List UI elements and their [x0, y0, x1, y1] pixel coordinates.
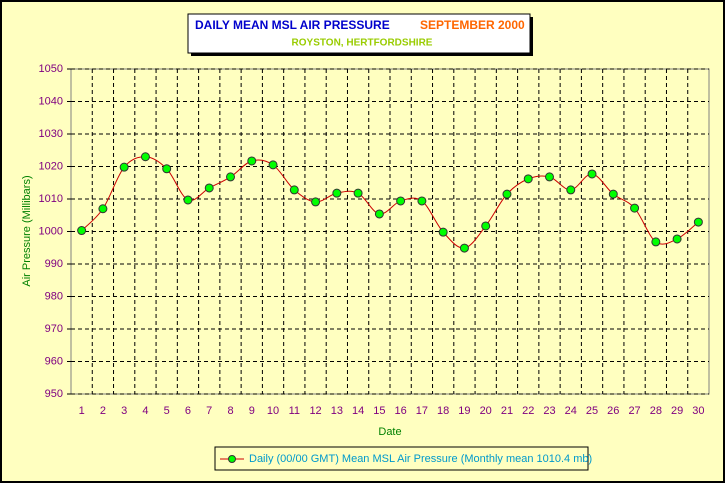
- data-point: [630, 203, 640, 213]
- data-point: [651, 237, 661, 247]
- y-tick-label: 960: [45, 355, 63, 367]
- data-point: [459, 243, 469, 253]
- data-point: [502, 189, 512, 199]
- data-point: [693, 217, 703, 227]
- data-point: [566, 185, 576, 195]
- x-tick-label: 20: [480, 405, 492, 417]
- x-tick-label: 27: [628, 405, 640, 417]
- x-tick-label: 25: [586, 405, 598, 417]
- x-tick-label: 19: [458, 405, 470, 417]
- data-point: [77, 226, 87, 236]
- x-tick-label: 2: [100, 405, 106, 417]
- y-axis-title: Air Pressure (Millibars): [21, 175, 33, 286]
- x-tick-label: 16: [395, 405, 407, 417]
- x-tick-label: 9: [249, 405, 255, 417]
- chart-subtitle: ROYSTON, HERTFORDSHIRE: [292, 38, 433, 49]
- data-point: [417, 196, 427, 206]
- data-point: [374, 209, 384, 219]
- data-point: [98, 204, 108, 214]
- y-tick-label: 950: [45, 388, 63, 400]
- y-tick-label: 1050: [39, 63, 63, 75]
- x-tick-label: 18: [437, 405, 449, 417]
- x-tick-label: 17: [416, 405, 428, 417]
- data-point: [268, 160, 278, 170]
- data-point: [396, 196, 406, 206]
- data-point: [226, 172, 235, 182]
- x-tick-label: 7: [206, 405, 212, 417]
- data-point: [672, 234, 682, 244]
- legend-box: [214, 446, 589, 471]
- x-axis-title: Date: [378, 426, 401, 438]
- data-point: [289, 185, 299, 195]
- data-point: [545, 172, 554, 182]
- x-tick-label: 30: [692, 405, 704, 417]
- data-point: [119, 162, 129, 172]
- data-point: [311, 197, 321, 207]
- data-point: [140, 152, 150, 162]
- x-tick-label: 6: [185, 405, 191, 417]
- data-point: [481, 221, 491, 231]
- data-point: [204, 183, 214, 193]
- y-tick-label: 1020: [39, 160, 63, 172]
- x-tick-label: 1: [79, 405, 85, 417]
- x-tick-label: 11: [289, 405, 300, 417]
- data-point: [438, 227, 448, 237]
- y-tick-label: 1010: [39, 193, 63, 205]
- y-tick-label: 980: [45, 290, 63, 302]
- y-tick-label: 1030: [39, 128, 63, 140]
- x-tick-label: 28: [650, 405, 662, 417]
- x-tick-label: 21: [501, 405, 513, 417]
- y-tick-label: 1040: [39, 95, 63, 107]
- y-tick-label: 970: [45, 323, 63, 335]
- x-tick-label: 8: [227, 405, 233, 417]
- data-point: [162, 164, 172, 174]
- legend-marker: [228, 455, 236, 463]
- x-tick-label: 5: [164, 405, 170, 417]
- x-tick-label: 26: [607, 405, 619, 417]
- x-tick-label: 29: [671, 405, 683, 417]
- title-box: [187, 13, 531, 54]
- x-tick-label: 15: [373, 405, 385, 417]
- data-point: [523, 174, 533, 184]
- data-point: [353, 188, 363, 198]
- x-tick-label: 23: [543, 405, 555, 417]
- x-tick-label: 13: [331, 405, 343, 417]
- data-point: [183, 195, 193, 205]
- chart-title: DAILY MEAN MSL AIR PRESSURE: [195, 18, 390, 32]
- chart-title-date: SEPTEMBER 2000: [420, 18, 525, 32]
- data-point: [332, 188, 342, 198]
- y-tick-label: 990: [45, 258, 63, 270]
- data-point: [608, 189, 618, 199]
- data-point: [587, 169, 597, 179]
- x-tick-label: 4: [142, 405, 148, 417]
- legend-label: Daily (00/00 GMT) Mean MSL Air Pressure …: [249, 453, 592, 465]
- x-tick-label: 22: [522, 405, 534, 417]
- x-tick-label: 10: [267, 405, 279, 417]
- y-tick-label: 1000: [39, 225, 63, 237]
- x-tick-label: 3: [121, 405, 127, 417]
- x-tick-label: 14: [352, 405, 364, 417]
- x-tick-label: 24: [565, 405, 577, 417]
- x-tick-label: 12: [309, 405, 321, 417]
- data-point: [247, 156, 257, 166]
